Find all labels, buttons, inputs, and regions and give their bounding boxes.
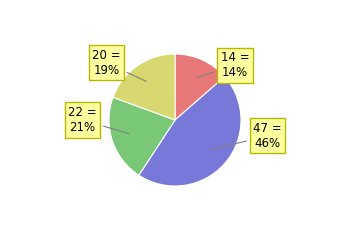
Wedge shape bbox=[113, 54, 175, 120]
Text: 14 =
14%: 14 = 14% bbox=[197, 52, 249, 80]
Wedge shape bbox=[139, 77, 241, 186]
Wedge shape bbox=[109, 97, 175, 175]
Text: 22 =
21%: 22 = 21% bbox=[68, 106, 129, 134]
Wedge shape bbox=[175, 54, 225, 120]
Text: 47 =
46%: 47 = 46% bbox=[212, 122, 282, 150]
Text: 20 =
19%: 20 = 19% bbox=[92, 49, 146, 81]
